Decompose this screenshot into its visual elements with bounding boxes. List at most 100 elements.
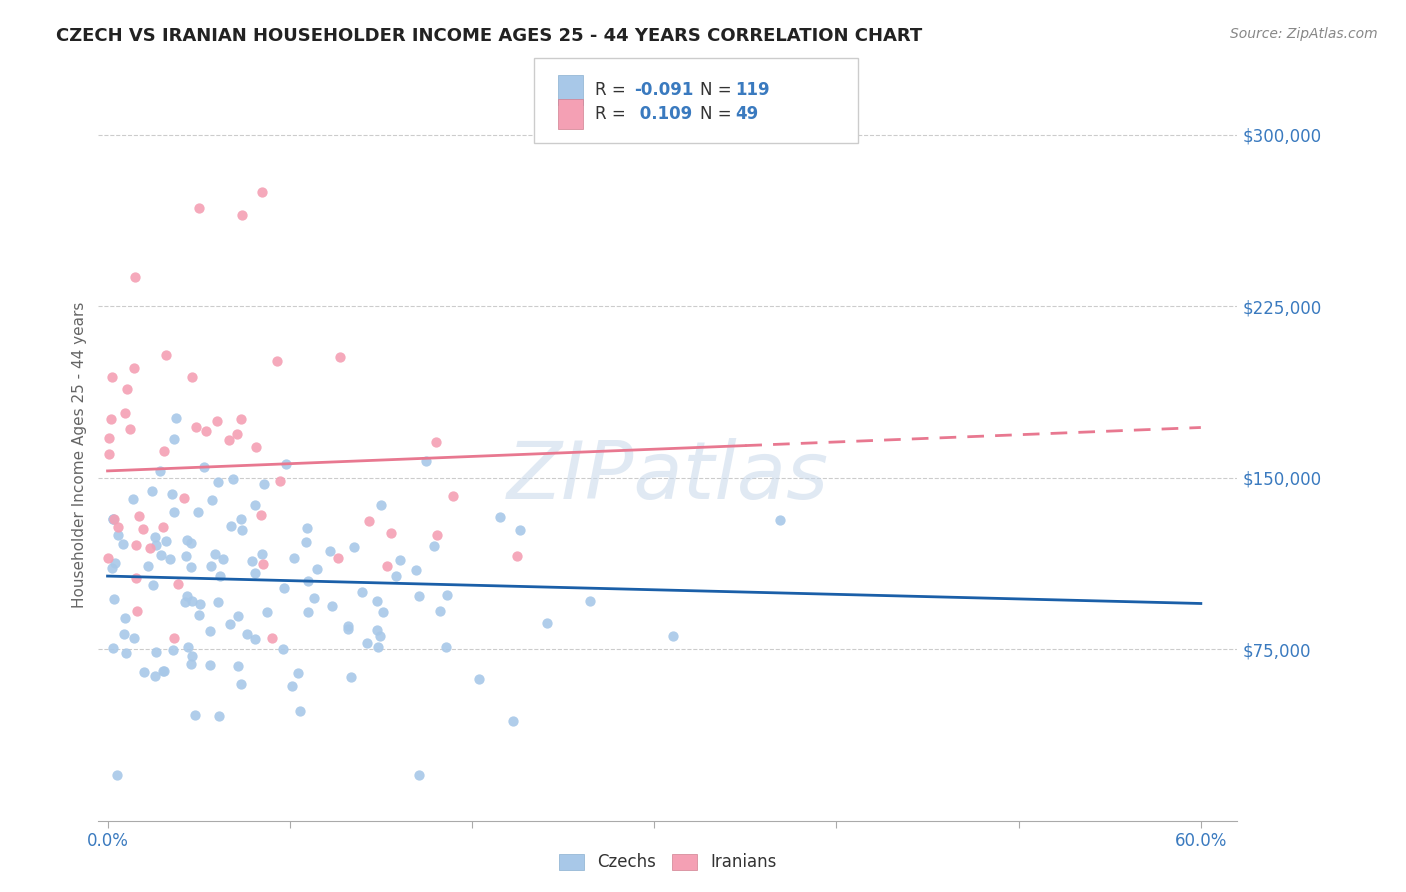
Point	[319, 544, 342, 558]
Point	[389, 553, 412, 567]
Point	[231, 512, 253, 526]
Point	[188, 201, 211, 215]
Point	[122, 361, 145, 376]
Point	[143, 530, 166, 544]
Legend: Czechs, Iranians: Czechs, Iranians	[553, 847, 783, 878]
Point	[173, 491, 195, 505]
Point	[425, 435, 447, 450]
Point	[122, 492, 145, 507]
Point	[236, 627, 259, 641]
Point	[467, 673, 489, 687]
Point	[162, 643, 184, 657]
Point	[207, 595, 229, 609]
Point	[112, 626, 135, 640]
Text: 49: 49	[735, 105, 759, 123]
Point	[290, 704, 312, 718]
Text: N =: N =	[700, 81, 737, 99]
Point	[380, 526, 402, 541]
Point	[443, 489, 465, 503]
Point	[273, 582, 295, 596]
Point	[297, 605, 319, 619]
Point	[304, 591, 326, 606]
Point	[150, 548, 173, 562]
Point	[180, 370, 202, 384]
Point	[295, 521, 318, 535]
Point	[253, 477, 276, 491]
Point	[103, 511, 125, 525]
Point	[101, 370, 124, 384]
Point	[502, 714, 524, 728]
Point	[260, 631, 283, 645]
Y-axis label: Householder Income Ages 25 - 44 years: Householder Income Ages 25 - 44 years	[72, 301, 87, 608]
Point	[177, 640, 200, 654]
Point	[212, 552, 235, 566]
Point	[367, 640, 389, 654]
Point	[488, 509, 510, 524]
Point	[662, 629, 685, 643]
Point	[231, 208, 253, 222]
Point	[273, 642, 295, 657]
Point	[142, 578, 165, 592]
Point	[429, 604, 451, 618]
Point	[103, 641, 125, 656]
Point	[256, 605, 278, 619]
Point	[208, 709, 231, 723]
Point	[408, 589, 430, 603]
Point	[125, 604, 148, 618]
Point	[426, 528, 449, 542]
Text: -0.091: -0.091	[634, 81, 693, 99]
Point	[100, 412, 122, 426]
Point	[125, 571, 148, 585]
Point	[231, 523, 253, 537]
Point	[187, 608, 209, 623]
Point	[221, 473, 243, 487]
Point	[769, 513, 792, 527]
Point	[176, 549, 198, 564]
Point	[294, 535, 316, 549]
Point	[181, 649, 204, 664]
Text: 119: 119	[735, 81, 770, 99]
Point	[167, 577, 190, 591]
Point	[180, 536, 202, 550]
Point	[321, 599, 343, 614]
Point	[205, 414, 228, 428]
Point	[152, 444, 174, 458]
Point	[287, 665, 309, 680]
Point	[415, 454, 437, 468]
Text: N =: N =	[700, 105, 737, 123]
Point	[243, 498, 266, 512]
Text: 0.109: 0.109	[634, 105, 692, 123]
Point	[163, 631, 186, 645]
Point	[385, 569, 408, 583]
Point	[366, 623, 388, 637]
Point	[352, 585, 374, 599]
Point	[337, 619, 360, 633]
Point	[201, 493, 224, 508]
Point	[180, 560, 202, 574]
Point	[132, 665, 155, 679]
Point	[219, 519, 242, 533]
Point	[245, 566, 267, 580]
Point	[104, 557, 127, 571]
Point	[176, 589, 198, 603]
Point	[339, 670, 361, 684]
Text: R =: R =	[595, 81, 631, 99]
Point	[283, 551, 305, 566]
Point	[370, 498, 392, 512]
Point	[155, 348, 177, 362]
Point	[252, 557, 274, 571]
Point	[536, 615, 558, 630]
Point	[114, 646, 136, 660]
Point	[207, 475, 229, 489]
Point	[141, 483, 163, 498]
Point	[143, 669, 166, 683]
Point	[359, 514, 381, 528]
Point	[204, 547, 226, 561]
Point	[117, 382, 139, 396]
Point	[305, 562, 328, 576]
Point	[136, 559, 159, 574]
Point	[145, 645, 167, 659]
Text: ZIPatlas: ZIPatlas	[506, 438, 830, 516]
Point	[423, 539, 446, 553]
Text: CZECH VS IRANIAN HOUSEHOLDER INCOME AGES 25 - 44 YEARS CORRELATION CHART: CZECH VS IRANIAN HOUSEHOLDER INCOME AGES…	[56, 27, 922, 45]
